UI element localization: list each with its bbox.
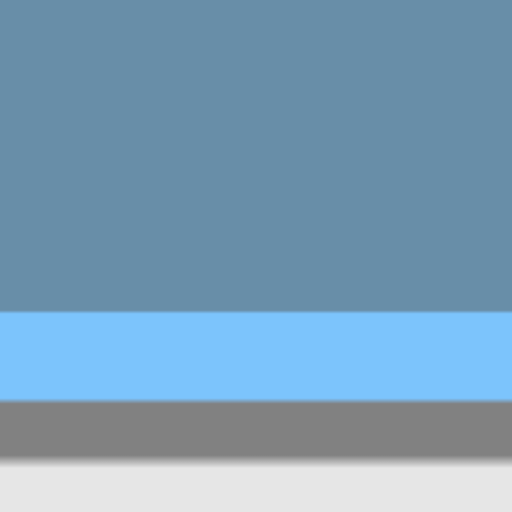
top-panel [0, 0, 512, 312]
footer-area [0, 460, 512, 512]
toolbar-strip [0, 402, 512, 460]
highlight-bar [0, 312, 512, 402]
